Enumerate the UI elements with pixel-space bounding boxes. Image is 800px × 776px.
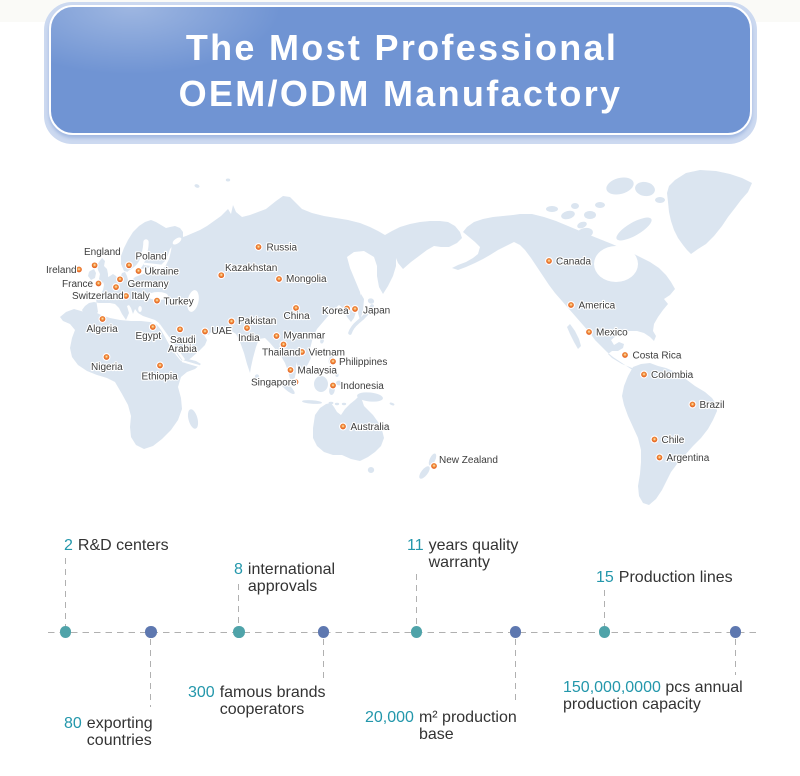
svg-text:Japan: Japan: [363, 306, 390, 317]
svg-text:Pakistan: Pakistan: [238, 316, 276, 327]
svg-text:Germany: Germany: [128, 279, 169, 290]
svg-text:Singapore: Singapore: [251, 378, 297, 389]
svg-text:England: England: [84, 247, 121, 258]
svg-text:Colombia: Colombia: [651, 370, 694, 381]
svg-text:Nigeria: Nigeria: [91, 362, 123, 373]
svg-text:Indonesia: Indonesia: [341, 381, 385, 392]
svg-text:Australia: Australia: [351, 422, 390, 433]
svg-text:Mongolia: Mongolia: [286, 274, 327, 285]
svg-text:Egypt: Egypt: [136, 331, 162, 342]
svg-text:Arabia: Arabia: [168, 344, 197, 355]
svg-text:Russia: Russia: [267, 243, 298, 254]
svg-text:Poland: Poland: [136, 252, 167, 263]
svg-text:Costa Rica: Costa Rica: [633, 351, 682, 362]
svg-text:Algeria: Algeria: [87, 324, 119, 335]
svg-text:China: China: [284, 311, 311, 322]
svg-text:Ethiopia: Ethiopia: [142, 372, 179, 383]
svg-text:Brazil: Brazil: [700, 400, 725, 411]
svg-text:Philippines: Philippines: [339, 357, 387, 368]
svg-text:Korea: Korea: [322, 306, 349, 317]
svg-text:Saudi: Saudi: [170, 335, 196, 346]
svg-text:America: America: [579, 301, 616, 312]
svg-text:Ireland: Ireland: [46, 265, 77, 276]
svg-text:Thailand: Thailand: [262, 348, 300, 359]
svg-text:Canada: Canada: [556, 257, 591, 268]
svg-text:Vietnam: Vietnam: [309, 348, 346, 359]
svg-text:France: France: [62, 279, 94, 290]
svg-text:New Zealand: New Zealand: [439, 455, 498, 466]
svg-text:Italy: Italy: [132, 291, 150, 302]
svg-text:Malaysia: Malaysia: [298, 366, 338, 377]
svg-text:India: India: [238, 333, 260, 344]
svg-text:Argentina: Argentina: [667, 453, 710, 464]
svg-text:Kazakhstan: Kazakhstan: [225, 263, 277, 274]
svg-text:Switzerland: Switzerland: [72, 291, 124, 302]
svg-text:Myanmar: Myanmar: [284, 331, 326, 342]
svg-text:Ukraine: Ukraine: [145, 267, 180, 278]
svg-text:Mexico: Mexico: [596, 328, 628, 339]
svg-text:UAE: UAE: [212, 326, 233, 337]
svg-text:Chile: Chile: [662, 435, 685, 446]
svg-text:Turkey: Turkey: [164, 297, 194, 308]
